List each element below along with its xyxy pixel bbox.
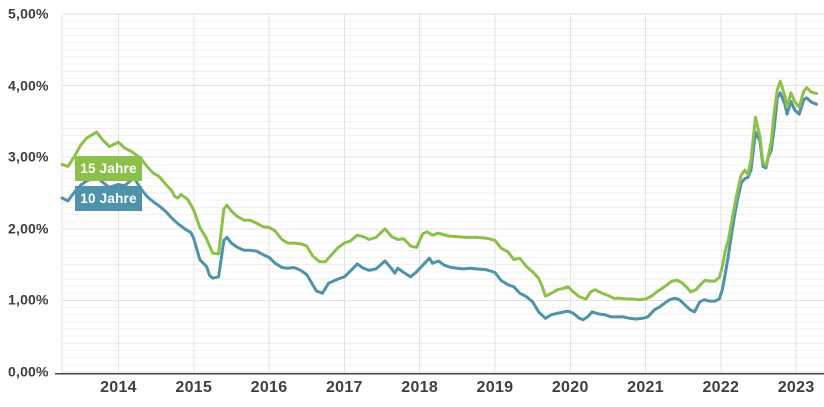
x-axis-label: 2019 (476, 379, 514, 396)
x-axis-label: 2014 (100, 379, 137, 396)
series-line-15-jahre (60, 79, 818, 302)
y-axis-label: 5,00% (8, 5, 49, 22)
x-axis-label: 2018 (401, 379, 439, 396)
y-axis-label: 4,00% (8, 77, 49, 94)
y-axis-label: 1,00% (8, 292, 49, 309)
series-line-10-jahre (60, 91, 818, 322)
x-axis-label: 2020 (551, 379, 589, 396)
x-axis-label: 2015 (175, 379, 213, 396)
x-axis-label: 2022 (702, 379, 740, 396)
x-axis-label: 2016 (250, 379, 288, 396)
y-axis-label: 0,00% (8, 363, 49, 380)
x-axis-label: 2023 (777, 379, 815, 396)
series-label-15-jahre: 15 Jahre (75, 156, 142, 181)
x-axis-label: 2017 (325, 379, 363, 396)
y-axis-label: 3,00% (8, 148, 49, 165)
x-axis-label: 2021 (627, 379, 664, 396)
series-label-10-jahre: 10 Jahre (75, 186, 142, 211)
y-axis-label: 2,00% (8, 220, 49, 237)
